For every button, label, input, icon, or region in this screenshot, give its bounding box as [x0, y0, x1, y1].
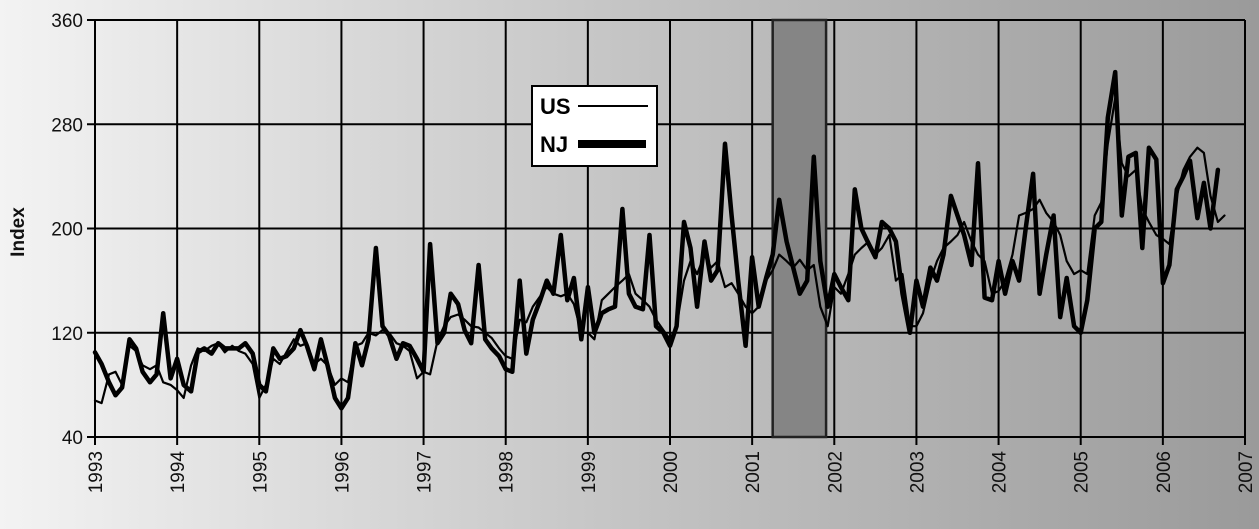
y-axis-title: Index: [8, 207, 29, 257]
x-tick-label: 1995: [250, 451, 271, 493]
y-tick-label: 360: [51, 11, 83, 32]
legend-swatch-nj: [578, 140, 646, 148]
x-tick-label: 2000: [661, 451, 682, 493]
x-tick-label: 2007: [1236, 451, 1257, 493]
x-tick-label: 2005: [1072, 451, 1093, 493]
y-tick-label: 120: [51, 324, 83, 345]
x-tick-label: 1994: [168, 451, 189, 494]
y-tick-label: 280: [51, 115, 83, 136]
legend-box: [531, 85, 658, 167]
x-tick-label: 2003: [907, 451, 928, 493]
x-tick-label: 2002: [825, 451, 846, 493]
x-tick-label: 1993: [86, 451, 107, 493]
x-tick-label: 2006: [1154, 451, 1175, 493]
y-tick-label: 200: [51, 220, 83, 241]
recession-shading: [771, 18, 828, 439]
x-tick-label: 1998: [497, 451, 518, 493]
x-tick-label: 1997: [415, 451, 436, 493]
x-tick-label: 1996: [332, 451, 353, 493]
y-tick-label: 40: [62, 428, 83, 449]
x-tick-label: 1999: [579, 451, 600, 493]
legend-label-us: US: [540, 94, 571, 119]
x-tick-label: 2001: [743, 451, 764, 493]
x-tick-label: 2004: [990, 451, 1011, 494]
legend-label-nj: NJ: [540, 132, 568, 157]
series-line-nj: [92, 69, 1221, 411]
